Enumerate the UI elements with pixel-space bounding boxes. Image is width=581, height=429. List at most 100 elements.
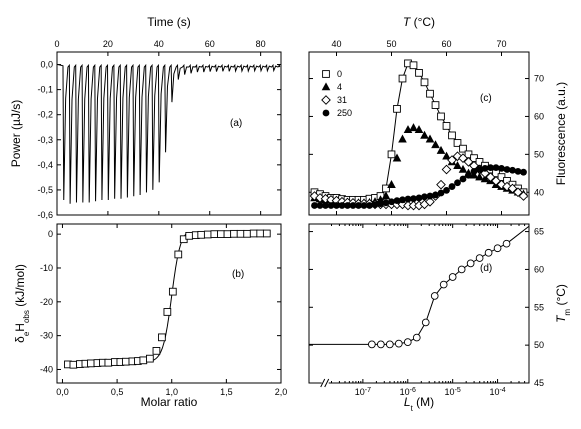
x-tick-label-a: 20 — [103, 39, 113, 49]
data-point-b — [168, 287, 177, 296]
data-point-d — [368, 340, 376, 349]
x-tick-label-b: 0,5 — [111, 387, 124, 397]
x-tick-label-a: 0 — [54, 39, 59, 49]
data-point-c-4 — [436, 145, 446, 154]
data-point-d — [493, 244, 502, 253]
x-tick-exp: -4 — [499, 387, 505, 394]
data-point-c-31 — [309, 191, 320, 201]
y-axis-label-b: δeHobs (kJ/mol) — [13, 264, 31, 343]
plot-frame-a — [56, 51, 282, 216]
data-point-b — [104, 358, 113, 367]
x-tick-label-a: 40 — [154, 39, 164, 49]
data-point-c-0 — [437, 112, 445, 121]
data-point-d — [376, 340, 385, 349]
data-point-b — [121, 357, 130, 366]
plot-frame-b — [56, 223, 282, 384]
data-point-b — [158, 333, 166, 342]
data-point-d — [430, 292, 439, 300]
data-point-c-0 — [387, 150, 396, 159]
x-tick-label-b: 1,0 — [165, 387, 178, 397]
data-point-b — [174, 250, 183, 259]
x-tick-base: 10 — [400, 387, 410, 397]
data-point-c-4 — [409, 123, 418, 132]
y-tick-label-c: 60 — [534, 111, 544, 121]
data-point-b — [203, 230, 212, 239]
legend-label-250: 250 — [337, 108, 352, 118]
data-point-c-250 — [322, 202, 329, 209]
y-label-h: H — [13, 323, 27, 332]
data-point-c-4 — [475, 172, 484, 181]
x-axis-label-c: T (°C) — [403, 15, 435, 29]
panel-label-d: (d) — [480, 263, 492, 274]
data-point-c-250 — [399, 196, 406, 204]
fit-curve-b — [67, 232, 267, 365]
data-point-c-31 — [518, 191, 529, 201]
data-point-b — [249, 229, 258, 238]
data-point-c-250 — [465, 171, 472, 179]
data-point-c-250 — [316, 202, 324, 209]
y-label-delta: δ — [13, 336, 27, 343]
data-point-c-4 — [398, 134, 407, 143]
data-point-c-250 — [404, 195, 412, 203]
x-tick-exp: -6 — [410, 387, 416, 394]
data-point-c-250 — [338, 202, 346, 209]
data-point-c-4 — [458, 164, 468, 173]
x-tick-label-c: 70 — [496, 39, 506, 49]
x-tick-label-c: 40 — [331, 39, 341, 49]
data-point-c-250 — [333, 202, 340, 209]
legend-marker-250 — [322, 109, 330, 117]
data-point-d — [484, 248, 493, 257]
x-tick-exp: -5 — [455, 387, 461, 394]
data-point-b — [262, 229, 271, 238]
x-axis-label-b: Molar ratio — [141, 395, 198, 409]
data-point-c-31 — [425, 196, 435, 207]
legend-marker-4 — [321, 82, 331, 91]
data-point-c-250 — [459, 175, 467, 183]
data-point-c-250 — [509, 166, 516, 174]
y-tick-label-b: -30 — [40, 331, 53, 341]
data-point-b — [223, 230, 232, 238]
plot-frame-c — [308, 51, 530, 216]
thermogram-trace — [57, 63, 281, 204]
data-point-d — [394, 339, 403, 348]
data-point-c-250 — [377, 200, 384, 208]
y-label-sub-d: m — [563, 309, 572, 316]
data-point-b — [210, 230, 219, 238]
x-tick-label-d: 10-6 — [400, 387, 416, 398]
data-point-c-250 — [371, 201, 379, 209]
x-label-t: T — [403, 15, 412, 29]
data-point-c-250 — [415, 194, 423, 202]
y-axis-label-d: Tm (°C) — [554, 284, 572, 323]
data-point-c-31 — [441, 164, 452, 175]
data-point-c-0 — [398, 74, 407, 83]
data-point-d — [403, 338, 412, 346]
data-point-c-250 — [498, 164, 505, 172]
data-point-c-0 — [459, 144, 467, 153]
data-point-c-250 — [382, 199, 390, 207]
data-point-c-4 — [414, 125, 424, 134]
data-point-c-250 — [311, 202, 318, 209]
data-point-c-31 — [397, 199, 408, 210]
x-tick-label-b: 0,0 — [56, 387, 69, 397]
data-point-c-250 — [421, 193, 428, 201]
y-tick-label-d: 65 — [534, 227, 544, 237]
y-tick-label-a: -0,6 — [37, 210, 53, 220]
data-point-c-250 — [327, 202, 335, 209]
data-point-b — [256, 229, 265, 238]
x-tick-label-a: 60 — [205, 39, 215, 49]
data-point-c-0 — [448, 131, 456, 140]
y-tick-label-b: -40 — [40, 364, 53, 374]
data-point-c-250 — [349, 202, 357, 209]
data-point-b — [139, 356, 148, 365]
data-point-c-250 — [388, 198, 395, 206]
y-tick-label-a: 0,0 — [40, 60, 53, 70]
y-tick-label-a: -0,3 — [37, 135, 53, 145]
y-label-sub2: obs — [22, 310, 31, 323]
x-tick-label-b: 2,0 — [275, 387, 288, 397]
y-tick-label-b: -20 — [40, 297, 53, 307]
y-tick-label-b: -10 — [40, 263, 53, 273]
data-point-d — [475, 254, 484, 262]
y-label-units-d: (°C) — [554, 284, 568, 309]
data-point-c-250 — [481, 164, 489, 172]
data-point-b — [217, 230, 225, 238]
